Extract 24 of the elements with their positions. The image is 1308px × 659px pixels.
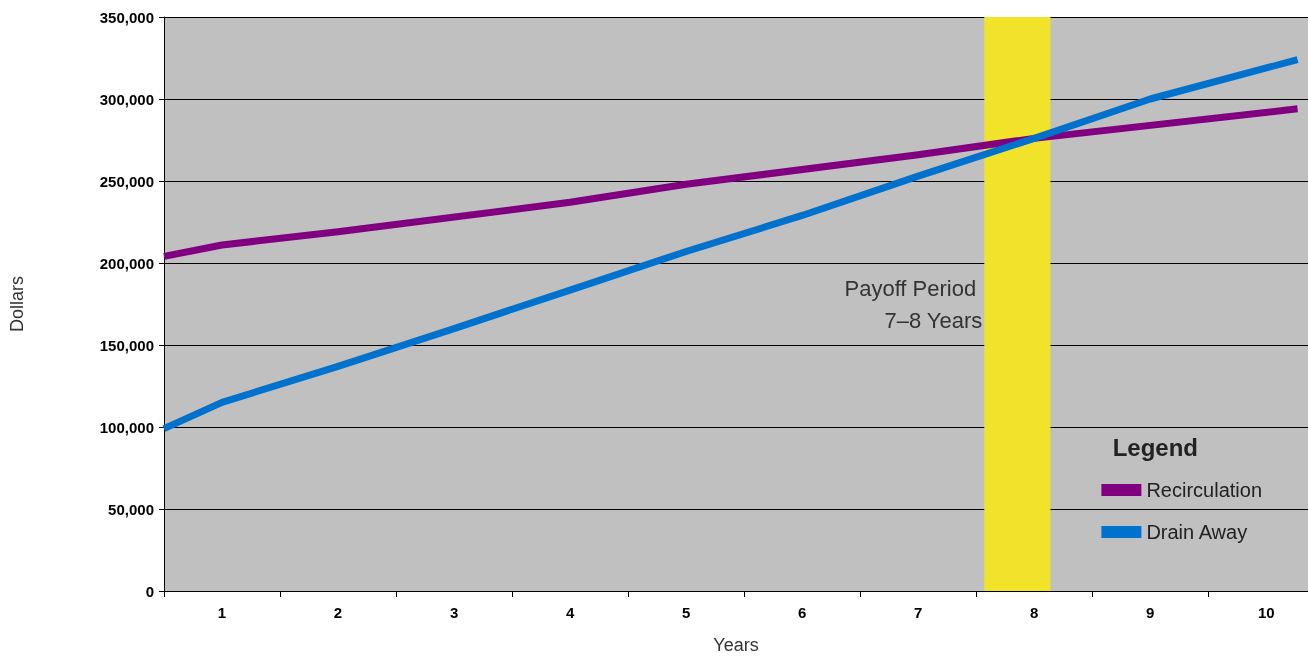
x-tick-label: 3 bbox=[449, 604, 459, 621]
x-tick-label: 2 bbox=[333, 604, 343, 621]
legend-label: Recirculation bbox=[1146, 479, 1262, 501]
y-tick-label: 350,000 bbox=[99, 8, 154, 26]
y-tick-label: 100,000 bbox=[99, 418, 154, 436]
legend-label: Drain Away bbox=[1146, 521, 1248, 543]
x-tick-label: 9 bbox=[1146, 604, 1155, 621]
x-tick-label: 7 bbox=[913, 604, 923, 621]
y-tick-label: 300,000 bbox=[99, 90, 154, 108]
x-tick-label: 4 bbox=[565, 604, 575, 621]
x-tick-label: 6 bbox=[797, 604, 807, 621]
x-tick-label: 10 bbox=[1257, 604, 1275, 621]
x-tick-label: 5 bbox=[681, 604, 691, 621]
legend-title: Legend bbox=[1112, 433, 1199, 461]
y-tick-label: 0 bbox=[145, 582, 154, 600]
x-axis-title: Years bbox=[713, 635, 759, 655]
band-label: Payoff Period 7–8 Years bbox=[844, 275, 983, 333]
y-tick-label: 150,000 bbox=[99, 336, 154, 354]
y-tick-label: 200,000 bbox=[99, 254, 154, 272]
y-axis-title: Dollars bbox=[7, 275, 27, 333]
y-tick-label: 50,000 bbox=[108, 500, 154, 518]
y-tick-label: 250,000 bbox=[99, 172, 154, 190]
x-tick-label: 1 bbox=[217, 604, 227, 621]
x-tick-label: 8 bbox=[1030, 604, 1039, 621]
